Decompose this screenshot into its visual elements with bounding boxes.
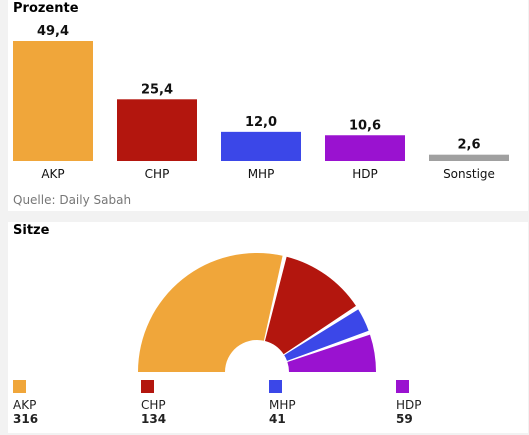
legend-label-mhp: MHP (269, 398, 296, 412)
legend-label-chp: CHP (141, 398, 166, 412)
bar-label-sonstige: Sonstige (443, 167, 495, 181)
seat-segment-chp (264, 256, 356, 355)
legend-seats-akp: 316 (13, 412, 39, 426)
bar-label-akp: AKP (41, 167, 64, 181)
bar-chp (117, 99, 197, 161)
legend-item-mhp: MHP 41 (269, 380, 369, 426)
percent-chart-title: Prozente (13, 1, 79, 16)
seat-segment-hdp (287, 334, 376, 372)
seats-chart-title: Sitze (13, 223, 50, 238)
legend-item-akp: AKP 316 (13, 380, 113, 426)
legend-swatch-akp (13, 380, 26, 393)
legend-seats-hdp: 59 (396, 412, 413, 426)
bar-label-chp: CHP (145, 167, 170, 181)
seat-segment-mhp (284, 309, 369, 361)
bar-mhp (221, 131, 301, 161)
bar-value-sonstige: 2,6 (457, 138, 480, 153)
bar-value-akp: 49,4 (37, 24, 69, 39)
bar-akp (13, 41, 93, 161)
percent-panel: Prozente 49,4 AKP 25,4 CHP 12,0 MHP 10,6 HDP 2,6… (8, 0, 528, 211)
bar-hdp (325, 135, 405, 161)
legend-label-hdp: HDP (396, 398, 422, 412)
legend-item-chp: CHP 134 (141, 380, 241, 426)
bar-sonstige (429, 154, 509, 161)
percent-bar-chart: 49,4 AKP 25,4 CHP 12,0 MHP 10,6 HDP 2,6 Sonstige (13, 24, 509, 181)
seat-segment-akp (138, 252, 283, 372)
legend-item-hdp: HDP 59 (396, 380, 496, 426)
bar-label-mhp: MHP (248, 167, 275, 181)
bar-value-chp: 25,4 (141, 82, 173, 97)
legend-seats-chp: 134 (141, 412, 167, 426)
legend-swatch-chp (141, 380, 154, 393)
seats-semicircle-chart (138, 252, 376, 372)
legend-label-akp: AKP (13, 398, 37, 412)
bar-value-mhp: 12,0 (245, 115, 277, 130)
legend-swatch-hdp (396, 380, 409, 393)
legend-seats-mhp: 41 (269, 412, 286, 426)
bar-label-hdp: HDP (352, 167, 378, 181)
source-note: Quelle: Daily Sabah (13, 193, 132, 207)
bar-value-hdp: 10,6 (349, 118, 381, 133)
seats-panel: Sitze AKP 316 CHP 134 MHP 41 HDP 59 (8, 222, 528, 433)
legend-swatch-mhp (269, 380, 282, 393)
